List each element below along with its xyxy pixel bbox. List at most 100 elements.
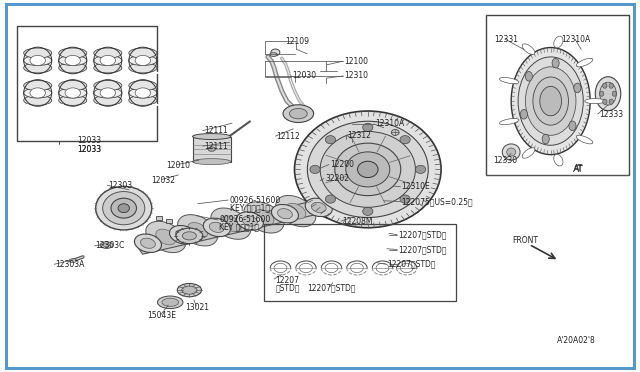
Ellipse shape: [30, 55, 45, 65]
Ellipse shape: [59, 88, 87, 98]
Ellipse shape: [310, 165, 320, 173]
Ellipse shape: [24, 88, 52, 98]
Ellipse shape: [129, 80, 157, 91]
Bar: [193, 137, 231, 161]
Ellipse shape: [525, 71, 532, 81]
Ellipse shape: [373, 185, 401, 203]
Text: AT: AT: [573, 164, 582, 173]
Ellipse shape: [283, 105, 314, 122]
Ellipse shape: [307, 121, 428, 218]
Ellipse shape: [96, 186, 152, 230]
Ellipse shape: [100, 88, 115, 98]
Text: 12200: 12200: [330, 160, 354, 169]
Ellipse shape: [392, 129, 399, 135]
Ellipse shape: [65, 55, 81, 65]
Ellipse shape: [94, 95, 122, 105]
Ellipse shape: [157, 296, 183, 309]
Text: 32202: 32202: [325, 174, 349, 183]
Ellipse shape: [507, 148, 516, 156]
Ellipse shape: [600, 91, 604, 96]
Text: 12033: 12033: [77, 145, 101, 154]
Polygon shape: [166, 219, 172, 223]
Ellipse shape: [94, 88, 122, 98]
Ellipse shape: [499, 77, 519, 84]
Ellipse shape: [340, 192, 367, 210]
Text: 00926-51600: 00926-51600: [220, 215, 271, 224]
Ellipse shape: [24, 80, 52, 91]
Ellipse shape: [193, 159, 231, 164]
Ellipse shape: [100, 55, 115, 65]
Ellipse shape: [59, 48, 87, 58]
Ellipse shape: [156, 229, 176, 245]
Ellipse shape: [209, 222, 224, 232]
Ellipse shape: [542, 134, 549, 144]
Ellipse shape: [609, 83, 614, 88]
Ellipse shape: [129, 48, 157, 58]
Ellipse shape: [146, 221, 186, 253]
Ellipse shape: [94, 63, 122, 73]
Ellipse shape: [600, 82, 616, 105]
Ellipse shape: [204, 218, 230, 237]
Ellipse shape: [271, 49, 280, 56]
Ellipse shape: [533, 77, 568, 125]
Text: 12330: 12330: [493, 156, 517, 166]
Text: AT: AT: [573, 165, 584, 174]
Ellipse shape: [129, 55, 157, 65]
Ellipse shape: [182, 232, 196, 240]
Ellipse shape: [525, 67, 576, 135]
Ellipse shape: [518, 57, 583, 145]
Ellipse shape: [69, 259, 77, 262]
Text: 12303C: 12303C: [96, 241, 125, 250]
Text: 13021: 13021: [186, 302, 210, 312]
Text: KEY キー（1）: KEY キー（1）: [230, 203, 269, 212]
Text: 12010: 12010: [166, 161, 191, 170]
Ellipse shape: [522, 44, 535, 54]
Text: 12312: 12312: [348, 131, 371, 140]
Ellipse shape: [134, 234, 161, 253]
Ellipse shape: [363, 207, 373, 215]
Ellipse shape: [30, 88, 45, 98]
Ellipse shape: [175, 230, 191, 240]
Ellipse shape: [276, 195, 316, 227]
Ellipse shape: [103, 243, 109, 247]
Ellipse shape: [24, 95, 52, 105]
Ellipse shape: [193, 134, 231, 140]
Ellipse shape: [135, 55, 150, 65]
Ellipse shape: [603, 83, 607, 88]
Ellipse shape: [585, 99, 605, 103]
Ellipse shape: [94, 80, 122, 91]
Ellipse shape: [94, 48, 122, 58]
Ellipse shape: [351, 190, 371, 206]
Text: 12033: 12033: [77, 137, 101, 145]
Text: 122075〈US=0.25〉: 122075〈US=0.25〉: [401, 197, 473, 206]
Ellipse shape: [208, 147, 216, 151]
Ellipse shape: [609, 99, 614, 104]
Ellipse shape: [309, 189, 349, 220]
Ellipse shape: [269, 53, 277, 57]
Bar: [486, 15, 629, 175]
Ellipse shape: [522, 148, 535, 158]
Ellipse shape: [59, 63, 87, 73]
Text: 12331: 12331: [494, 35, 518, 44]
Text: 15043E: 15043E: [147, 311, 177, 320]
Ellipse shape: [59, 80, 87, 91]
Ellipse shape: [294, 111, 441, 228]
Text: 12111: 12111: [204, 142, 228, 151]
Ellipse shape: [520, 109, 527, 119]
Ellipse shape: [178, 215, 218, 246]
Polygon shape: [156, 216, 162, 220]
Text: 12207〈STD〉: 12207〈STD〉: [388, 260, 436, 269]
Text: 12310E: 12310E: [401, 182, 430, 191]
Ellipse shape: [129, 63, 157, 73]
Ellipse shape: [574, 83, 581, 93]
Text: 12333: 12333: [599, 109, 623, 119]
Ellipse shape: [595, 77, 621, 111]
Ellipse shape: [540, 86, 561, 116]
Text: 12032: 12032: [151, 176, 175, 185]
Text: 〈STD〉: 〈STD〉: [275, 283, 300, 292]
Text: 12310A: 12310A: [561, 35, 591, 44]
Text: 12030: 12030: [292, 71, 316, 80]
Ellipse shape: [59, 95, 87, 105]
Ellipse shape: [236, 212, 264, 230]
Ellipse shape: [400, 136, 410, 144]
